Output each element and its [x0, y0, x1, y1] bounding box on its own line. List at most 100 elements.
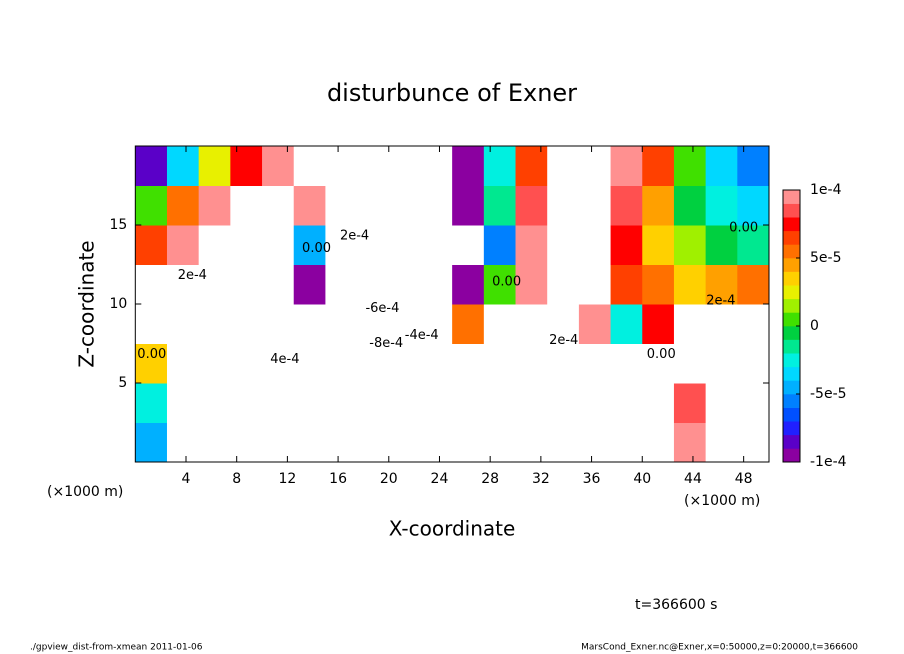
colorbar-band — [783, 271, 800, 286]
field-cell — [198, 146, 231, 186]
field-cell — [642, 225, 675, 265]
field-cell — [452, 185, 485, 226]
colorbar-band — [783, 380, 800, 395]
field-cell — [325, 185, 358, 226]
field-cell — [293, 264, 326, 305]
field-cell — [673, 264, 707, 305]
field-cell — [483, 383, 517, 423]
field-cell — [705, 343, 738, 384]
colorbar-band — [783, 339, 800, 354]
field-cell — [357, 225, 390, 265]
x-unit-label: (×1000 m) — [47, 484, 123, 500]
field-cell — [737, 383, 770, 423]
field-cell — [420, 304, 453, 344]
field-cell — [166, 304, 200, 344]
contour-label: 0.00 — [729, 221, 758, 236]
field-cell — [420, 264, 453, 305]
colorbar-band — [783, 434, 800, 449]
field-cell — [388, 383, 421, 423]
field-cell — [515, 146, 548, 186]
field-cell — [452, 304, 485, 344]
x-tick-label: 40 — [633, 471, 651, 487]
field-cell — [293, 304, 326, 344]
field-cell — [198, 383, 231, 423]
field-cell — [135, 422, 168, 463]
field-cell — [198, 225, 231, 265]
field-cell — [483, 264, 517, 305]
colorbar-band — [783, 298, 800, 313]
field-cell — [673, 225, 707, 265]
field-cell — [198, 304, 231, 344]
field-cell — [547, 185, 580, 226]
field-cell — [198, 264, 231, 305]
field-cell — [737, 225, 770, 265]
colorbar-band — [783, 203, 800, 218]
field-cell — [293, 422, 326, 463]
field-cell — [642, 264, 675, 305]
field-cell — [547, 343, 580, 384]
field-cell — [737, 422, 770, 463]
colorbar-tick-label: -1e-4 — [810, 454, 847, 470]
field-cell — [673, 304, 707, 344]
field-cell — [166, 422, 200, 463]
field-cell — [737, 304, 770, 344]
field-cell — [198, 185, 231, 226]
field-cell — [325, 343, 358, 384]
field-cell — [610, 225, 643, 265]
field-cell — [420, 422, 453, 463]
field-cell — [325, 225, 358, 265]
colorbar-band — [783, 448, 800, 463]
field-cell — [230, 146, 263, 186]
field-cell — [673, 146, 707, 186]
field-cell — [420, 185, 453, 226]
field-cell — [483, 422, 517, 463]
contour-label: 0.00 — [137, 347, 166, 362]
field-cell — [135, 264, 168, 305]
field-cell — [357, 185, 390, 226]
field-cell — [135, 343, 168, 384]
field-cell — [737, 146, 770, 186]
footer-right: MarsCond_Exner.nc@Exner,x=0:50000,z=0:20… — [581, 643, 858, 653]
field-cell — [610, 146, 643, 186]
x-tick-label: 28 — [481, 471, 499, 487]
field-cell — [357, 264, 390, 305]
field-cell — [547, 422, 580, 463]
field-cell — [547, 225, 580, 265]
field-cell — [578, 185, 612, 226]
colorbar-band — [783, 312, 800, 327]
field-cell — [705, 264, 738, 305]
x-tick-label: 24 — [431, 471, 449, 487]
field-cell — [610, 422, 643, 463]
contour-label: 0.00 — [492, 274, 521, 289]
field-cell — [610, 343, 643, 384]
field-cell — [705, 422, 738, 463]
field-cell — [452, 264, 485, 305]
field-cell — [673, 422, 707, 463]
field-cell — [705, 383, 738, 423]
field-cell — [262, 343, 295, 384]
field-cell — [515, 185, 548, 226]
field-cell — [610, 304, 643, 344]
field-cell — [293, 146, 326, 186]
field-cell — [515, 343, 548, 384]
field-cell — [166, 343, 200, 384]
field-cell — [325, 422, 358, 463]
field-cell — [293, 343, 326, 384]
field-cell — [325, 264, 358, 305]
field-cell — [673, 343, 707, 384]
field-cell — [293, 383, 326, 423]
field-cell — [135, 185, 168, 226]
colorbar-band — [783, 258, 800, 272]
colorbar-band — [783, 230, 800, 245]
field-cell — [166, 185, 200, 226]
x-unit-label: (×1000 m) — [684, 493, 760, 509]
field-cell — [515, 264, 548, 305]
colorbar-tick-label: -5e-5 — [810, 386, 847, 402]
field-cell — [610, 185, 643, 226]
colorbar-band — [783, 421, 800, 436]
field-cell — [230, 225, 263, 265]
field-cell — [483, 185, 517, 226]
field-cell — [705, 146, 738, 186]
field-cell — [198, 343, 231, 384]
x-tick-label: 32 — [532, 471, 550, 487]
